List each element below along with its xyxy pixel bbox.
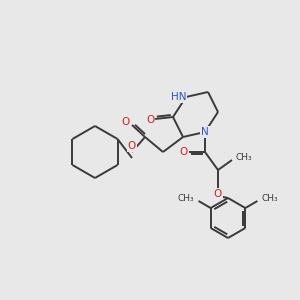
Text: CH₃: CH₃ — [178, 194, 194, 203]
Text: N: N — [201, 127, 209, 137]
Text: O: O — [214, 189, 222, 199]
Text: CH₃: CH₃ — [236, 152, 253, 161]
Text: O: O — [122, 117, 130, 127]
Text: O: O — [128, 141, 136, 151]
Text: O: O — [146, 115, 154, 124]
Text: HN: HN — [170, 92, 186, 102]
Text: O: O — [179, 147, 187, 157]
Text: CH₃: CH₃ — [262, 194, 278, 203]
